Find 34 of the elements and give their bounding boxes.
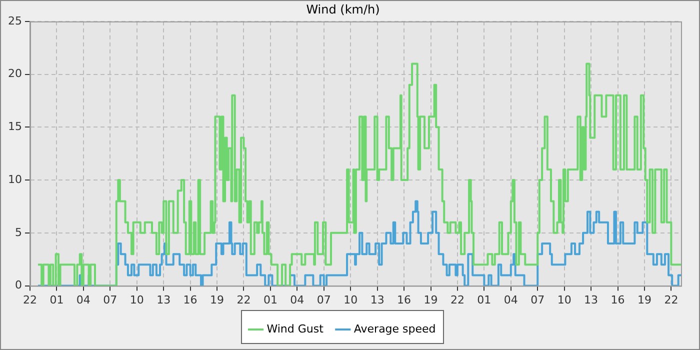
x-tick-label: 01 [477,293,492,306]
y-tick-label: 0 [14,278,22,292]
y-tick-label: 5 [14,226,22,239]
x-tick-label: 07 [530,293,545,306]
x-tick-label: 13 [370,293,384,306]
x-tick-label: 16 [183,293,198,306]
x-tick-label: 07 [103,293,118,306]
y-tick-label: 20 [8,67,22,80]
x-tick-label: 04 [290,293,304,306]
chart-title: Wind (km/h) [306,2,380,16]
x-tick-label: 01 [50,293,64,306]
y-tick-label: 25 [8,14,22,28]
x-tick-label: 04 [504,293,518,306]
x-tick-label: 10 [557,293,572,306]
x-tick-label: 10 [344,293,358,306]
x-tick-label: 01 [263,293,278,306]
x-tick-label: 22 [236,293,251,306]
y-tick-label: 15 [8,120,22,134]
x-tick-label: 22 [22,293,37,306]
legend-label: Average speed [354,322,436,336]
x-tick-label: 19 [424,293,438,306]
x-tick-label: 16 [610,293,625,306]
x-tick-label: 19 [210,293,224,306]
x-tick-label: 19 [637,293,652,306]
x-tick-label: 22 [664,293,678,306]
x-tick-label: 10 [130,293,144,306]
x-tick-label: 13 [156,293,171,306]
legend-label: Wind Gust [266,322,324,336]
x-tick-label: 22 [450,293,464,306]
x-tick-label: 07 [316,293,331,306]
x-tick-label: 16 [397,293,412,306]
y-tick-label: 10 [8,172,22,186]
x-tick-label: 04 [76,293,90,306]
x-tick-label: 13 [584,293,598,306]
